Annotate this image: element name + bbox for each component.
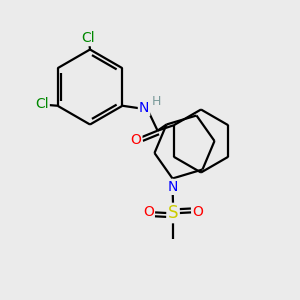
Text: S: S — [168, 204, 178, 222]
Text: N: N — [168, 180, 178, 194]
Text: O: O — [193, 206, 203, 219]
Text: Cl: Cl — [82, 31, 95, 45]
Text: Cl: Cl — [35, 97, 49, 111]
Text: O: O — [130, 133, 141, 147]
Text: H: H — [152, 95, 161, 108]
Text: N: N — [139, 101, 149, 115]
Text: O: O — [143, 206, 154, 219]
